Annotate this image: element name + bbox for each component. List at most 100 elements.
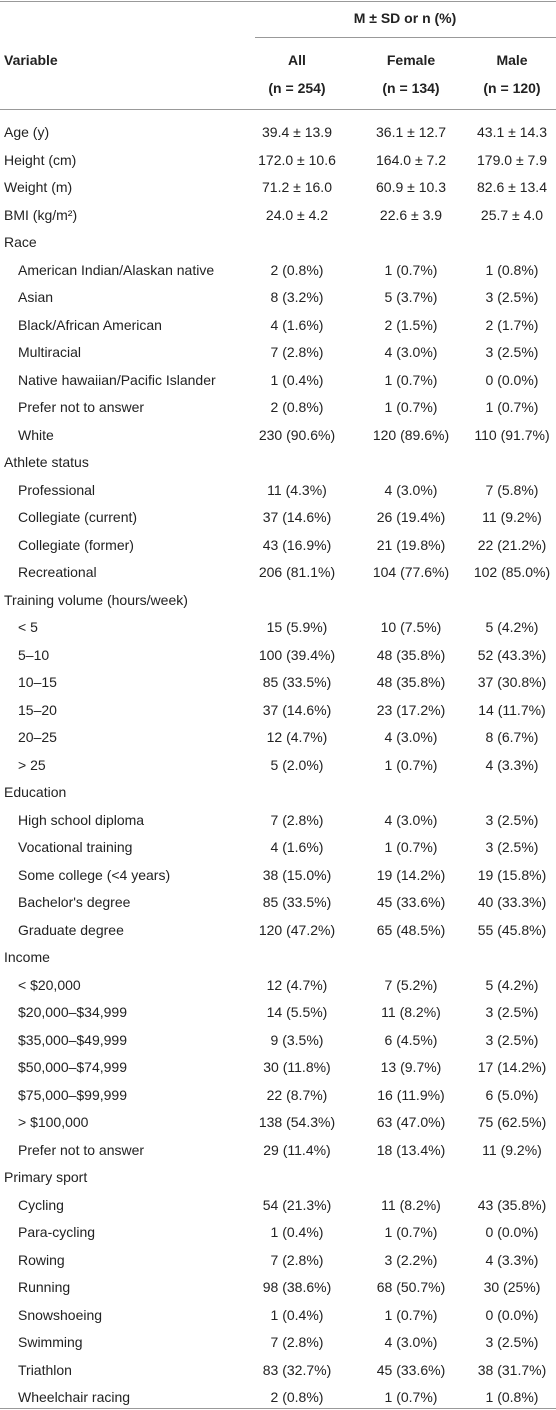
cell: 11 (9.2%) [482,1141,542,1158]
row-label: Native hawaiian/Pacific Islander [18,371,216,388]
cell: 30 (11.8%) [263,1059,331,1075]
cell: 7 (2.8%) [270,811,324,828]
cell: 14 (5.5%) [266,1004,328,1020]
row-label: Prefer not to answer [18,1141,145,1158]
row-label: Black/African American [18,316,162,333]
cell: 38 (31.7%) [477,1361,547,1378]
cell: 5 (4.2%) [485,976,539,993]
cell: 16 (11.9%) [377,1086,445,1103]
cell: 120 (47.2%) [258,921,336,938]
cell: 54 (21.3%) [262,1196,332,1213]
cell: 17 (14.2%) [477,1059,547,1075]
cell: 2 (1.5%) [384,316,438,333]
row-label: Rowing [18,1251,65,1268]
cell: 98 (38.6%) [262,1279,332,1295]
row-label: 15–20 [18,701,57,718]
row-label: Running [18,1279,71,1295]
row-label: Professional [18,481,96,498]
cell: 1 (0.7%) [384,839,438,855]
cell: 3 (2.5%) [485,839,539,855]
cell: 179.0 ± 7.9 [477,151,547,168]
cell: 2 (1.7%) [485,316,539,333]
row-label: < 5 [18,619,38,635]
cell: 11 (8.2%) [381,1004,441,1020]
cell: 7 (5.2%) [384,976,438,993]
cell: 43 (35.8%) [477,1196,547,1213]
column-count: (n = 120) [483,80,541,96]
cell: 68 (50.7%) [376,1279,446,1295]
cell: 22 (8.7%) [266,1086,328,1103]
cell: 40 (33.3%) [477,894,547,910]
cell: 85 (33.5%) [262,674,332,690]
cell: 138 (54.3%) [258,1114,336,1130]
row-label: Graduate degree [18,921,124,938]
group-label: Education [4,784,67,800]
cell: 45 (33.6%) [376,894,446,910]
cell: 83 (32.7%) [262,1361,332,1378]
cell: 1 (0.7%) [384,261,438,278]
row-label: Multiracial [18,344,82,360]
cell: 3 (2.5%) [485,1334,539,1350]
cell: 5 (2.0%) [270,756,324,773]
cell: 1 (0.7%) [384,756,438,773]
cell: 10 (7.5%) [380,619,442,635]
cell: 2 (0.8%) [270,1389,324,1405]
cell: 11 (9.2%) [482,509,542,525]
cell: 1 (0.7%) [384,1306,438,1323]
cell: 110 (91.7%) [474,426,550,443]
cell: 1 (0.7%) [384,399,438,415]
cell: 12 (4.7%) [266,976,328,993]
cell: 22.6 ± 3.9 [379,206,443,223]
row-label: Some college (<4 years) [18,866,171,883]
cell: 39.4 ± 13.9 [262,124,332,140]
cell: 0 (0.0%) [485,1306,539,1323]
cell: 48 (35.8%) [376,674,446,690]
top-rule [0,1,556,2]
cell: 5 (4.2%) [485,619,539,635]
cell: 4 (3.0%) [384,1334,438,1350]
cell: 104 (77.6%) [372,564,450,580]
cell: 1 (0.8%) [485,261,539,278]
cell: 19 (14.2%) [376,866,446,883]
cell: 4 (3.0%) [384,344,438,360]
cell: 230 (90.6%) [258,426,336,443]
column-header: Male [496,52,528,68]
span-header: M ± SD or n (%) [353,10,457,26]
cell: 13 (9.7%) [380,1059,442,1075]
row-label: Collegiate (current) [18,509,138,525]
cell: 12 (4.7%) [266,729,328,745]
row-label: < $20,000 [18,976,81,993]
cell: 25.7 ± 4.0 [480,206,544,223]
cell: 45 (33.6%) [376,1361,446,1378]
header-rule [0,109,556,110]
cell: 0 (0.0%) [485,371,539,388]
row-label: 20–25 [18,729,57,745]
row-label: Recreational [18,564,97,580]
row-label: White [18,426,54,443]
cell: 4 (3.3%) [485,1251,539,1268]
row-label: Age (y) [4,124,50,140]
group-label: Race [4,234,37,250]
cell: 14 (11.7%) [478,701,546,718]
cell: 164.0 ± 7.2 [376,151,446,168]
row-label: Vocational training [18,839,133,855]
cell: 30 (25%) [483,1279,541,1295]
cell: 18 (13.4%) [376,1141,446,1158]
cell: 3 (2.2%) [384,1251,438,1268]
cell: 52 (43.3%) [477,646,547,663]
cell: 6 (5.0%) [485,1086,539,1103]
cell: 55 (45.8%) [477,921,547,938]
column-header: Variable [4,52,58,68]
cell: 9 (3.5%) [270,1031,324,1048]
cell: 4 (3.0%) [384,481,438,498]
column-count: (n = 254) [268,80,326,96]
cell: 71.2 ± 16.0 [262,179,332,195]
cell: 37 (14.6%) [262,509,332,525]
cell: 8 (6.7%) [485,729,539,745]
group-label: Athlete status [4,454,89,470]
cell: 43 (16.9%) [262,536,332,553]
row-label: American Indian/Alaskan native [18,261,215,278]
row-label: Height (cm) [4,151,77,168]
cell: 4 (3.0%) [384,729,438,745]
cell: 7 (5.8%) [485,481,539,498]
